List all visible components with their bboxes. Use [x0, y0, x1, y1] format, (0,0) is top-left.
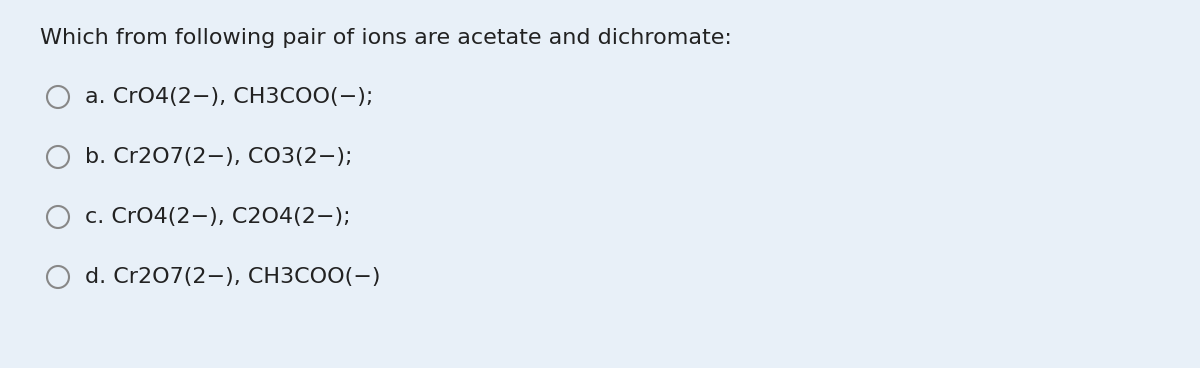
Text: c. CrO4(2−), C2O4(2−);: c. CrO4(2−), C2O4(2−); [85, 207, 350, 227]
Text: b. Cr2O7(2−), CO3(2−);: b. Cr2O7(2−), CO3(2−); [85, 147, 353, 167]
Text: a. CrO4(2−), CH3COO(−);: a. CrO4(2−), CH3COO(−); [85, 87, 373, 107]
Text: d. Cr2O7(2−), CH3COO(−): d. Cr2O7(2−), CH3COO(−) [85, 267, 380, 287]
Text: Which from following pair of ions are acetate and dichromate:: Which from following pair of ions are ac… [40, 28, 732, 48]
